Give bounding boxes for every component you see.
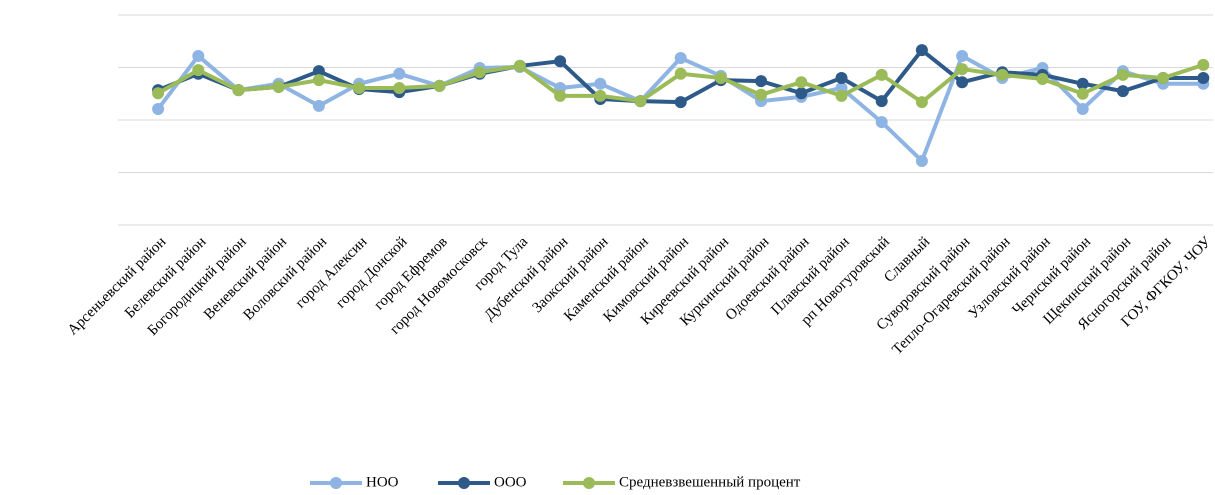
x-tick-label: город Донской	[333, 234, 411, 312]
point	[152, 87, 165, 100]
point	[875, 68, 888, 81]
point	[956, 63, 969, 76]
point	[594, 89, 607, 102]
point	[795, 87, 808, 100]
point	[795, 76, 808, 89]
point	[714, 72, 727, 84]
point	[594, 77, 607, 90]
point	[956, 49, 969, 62]
point	[1076, 102, 1089, 115]
x-tick-label: город Алексин	[293, 234, 371, 312]
point	[473, 66, 486, 79]
point	[513, 59, 526, 72]
point	[996, 68, 1009, 81]
point	[674, 96, 687, 109]
point	[755, 88, 768, 101]
point	[192, 49, 205, 62]
legend-marker	[458, 477, 470, 489]
point	[312, 74, 325, 87]
point	[674, 52, 687, 65]
point	[192, 64, 205, 77]
point	[1157, 72, 1170, 84]
point	[875, 116, 888, 129]
point	[674, 67, 687, 80]
point	[835, 72, 848, 84]
point	[152, 102, 165, 115]
point	[554, 89, 567, 102]
point	[634, 95, 647, 108]
point	[312, 99, 325, 112]
point	[232, 84, 245, 97]
point	[312, 65, 325, 78]
point	[433, 79, 446, 92]
point	[835, 89, 848, 102]
point	[1116, 68, 1129, 81]
point	[554, 55, 567, 68]
point	[272, 80, 285, 93]
point	[915, 96, 928, 109]
point	[875, 95, 888, 108]
point	[1197, 72, 1210, 84]
point	[1076, 77, 1089, 90]
point	[1197, 58, 1210, 71]
legend-marker	[583, 477, 595, 489]
point	[1076, 87, 1089, 100]
point	[1116, 85, 1129, 98]
point	[915, 154, 928, 167]
legend-marker	[330, 477, 342, 489]
legend-label: НОО	[366, 474, 399, 490]
point	[956, 76, 969, 89]
point	[915, 44, 928, 57]
point	[393, 81, 406, 94]
point	[353, 81, 366, 94]
legend-label: Средневзвешенный процент	[619, 474, 801, 490]
point	[393, 67, 406, 80]
legend-label: ООО	[494, 474, 527, 490]
point	[1036, 73, 1049, 86]
point	[755, 75, 768, 88]
